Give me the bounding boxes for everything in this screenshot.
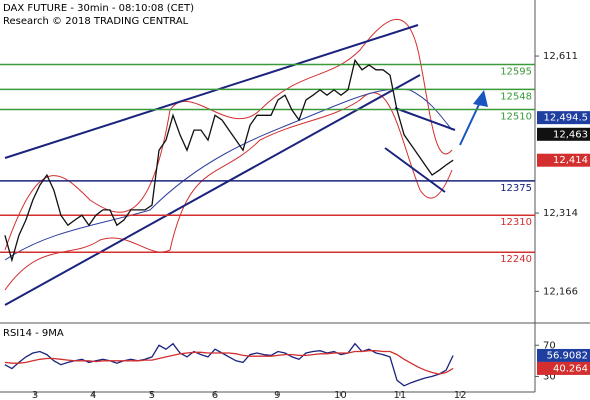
chart-subtitle: Research © 2018 TRADING CENTRAL bbox=[3, 16, 189, 27]
price-badge bbox=[537, 361, 590, 375]
price-badge bbox=[537, 348, 590, 362]
level-label: 12595 bbox=[500, 67, 532, 78]
price-line bbox=[4, 342, 454, 387]
trend-line bbox=[394, 107, 456, 131]
x-tick-label: 5 bbox=[149, 390, 155, 400]
y-tick-label: 12,166 bbox=[543, 286, 578, 297]
level-label: 12310 bbox=[500, 217, 532, 228]
trend-line bbox=[4, 24, 419, 159]
price-badge bbox=[537, 127, 590, 141]
price-badge-label: 40.264 bbox=[553, 363, 588, 374]
x-tick-label: 10 bbox=[334, 390, 347, 400]
level-label: 12510 bbox=[500, 111, 532, 122]
x-tick-label: 6 bbox=[212, 390, 218, 400]
price-line bbox=[4, 58, 454, 263]
level-label: 12240 bbox=[500, 254, 532, 265]
x-tick-label: 9 bbox=[274, 390, 280, 400]
price-badge-label: 12,494.5 bbox=[543, 113, 588, 124]
y-tick-label: 30 bbox=[543, 371, 556, 382]
level-label: 12548 bbox=[500, 91, 532, 102]
y-tick-label: 12,611 bbox=[543, 51, 578, 62]
x-tick-label: 4 bbox=[90, 390, 96, 400]
x-tick-label: 11 bbox=[393, 390, 406, 400]
price-line bbox=[4, 350, 454, 375]
y-tick-label: 70 bbox=[543, 340, 556, 351]
price-badge-label: 12,414 bbox=[553, 155, 588, 166]
price-badge-label: 56.9082 bbox=[547, 350, 588, 361]
level-label: 12375 bbox=[500, 183, 532, 194]
price-badge bbox=[537, 153, 590, 167]
trend-line bbox=[384, 147, 446, 193]
forecast-arrow bbox=[459, 97, 483, 146]
chart-title: DAX FUTURE - 30min - 08:10:08 (CET) bbox=[3, 3, 194, 14]
price-badge-label: 12,463 bbox=[553, 129, 588, 140]
bollinger-lower bbox=[4, 92, 453, 291]
x-tick-label: 3 bbox=[32, 390, 38, 400]
bollinger-upper bbox=[4, 18, 453, 251]
trend-line bbox=[4, 74, 421, 306]
arrow-head bbox=[473, 90, 488, 107]
y-tick-label: 12,314 bbox=[543, 208, 578, 219]
price-badge bbox=[537, 111, 590, 125]
x-tick-label: 12 bbox=[454, 390, 467, 400]
panel-title: RSI14 - 9MA bbox=[3, 328, 64, 339]
